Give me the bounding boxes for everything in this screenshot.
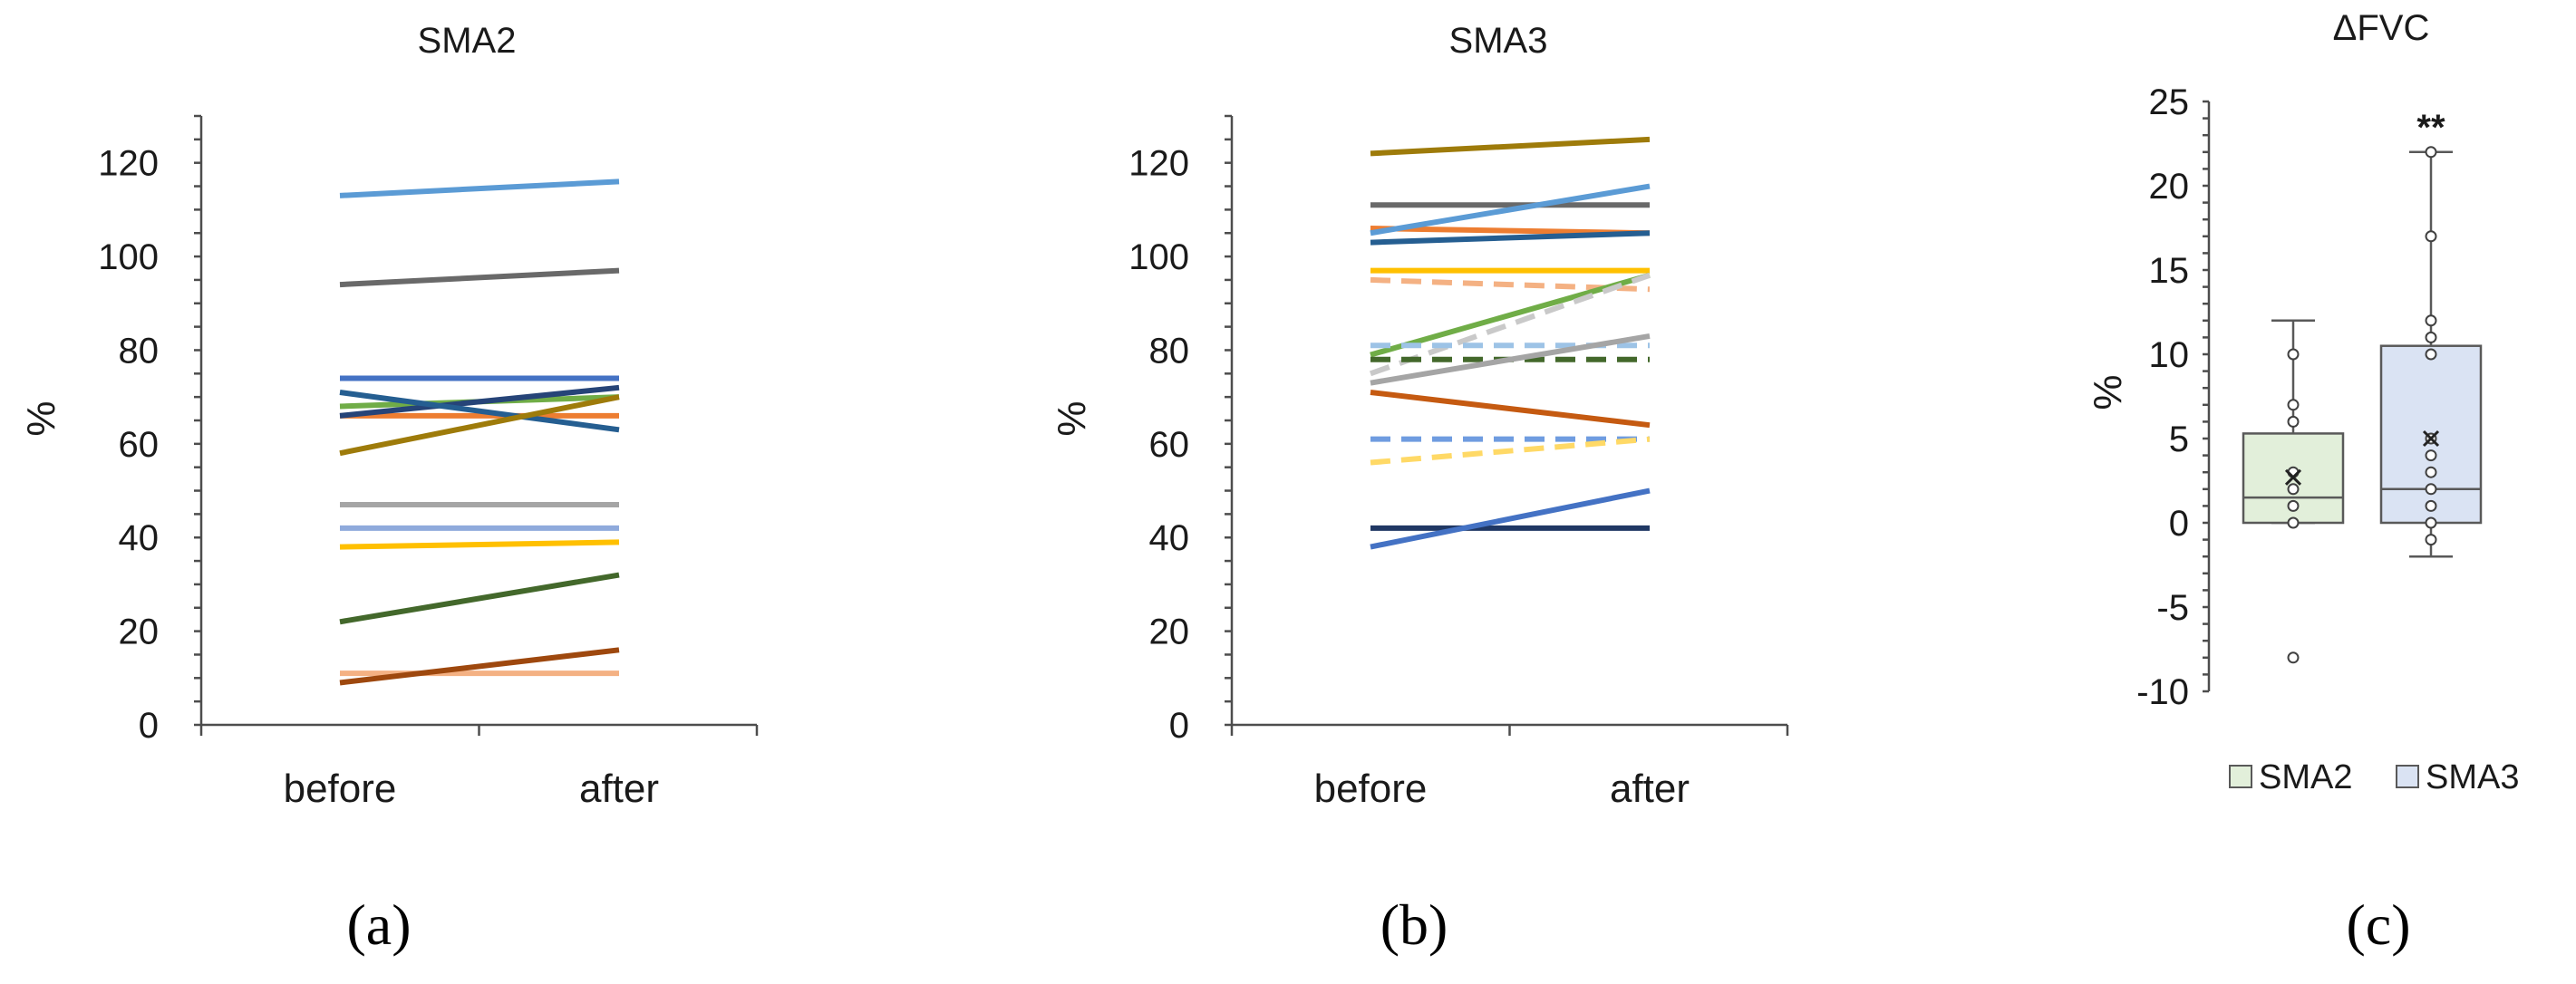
series-lines xyxy=(1370,136,1651,550)
x-category-label: before xyxy=(1314,767,1428,811)
category-labels: before after xyxy=(284,767,659,811)
series-line xyxy=(1370,487,1651,550)
y-tick-label: 20 xyxy=(1149,613,1190,652)
y-tick-label: 20 xyxy=(119,613,160,652)
mean-marker xyxy=(2284,468,2302,486)
x-category-label: after xyxy=(1610,767,1690,811)
y-tick-label: 80 xyxy=(1149,331,1190,371)
series-line xyxy=(1370,390,1651,429)
y-tick-label: 60 xyxy=(1149,425,1190,465)
data-point xyxy=(2287,399,2300,411)
series-line xyxy=(339,572,620,625)
data-point xyxy=(2425,483,2437,496)
x-category-label: after xyxy=(579,767,659,811)
data-point xyxy=(2425,466,2437,478)
legend-swatch xyxy=(2229,765,2252,788)
y-axis-label: % xyxy=(1050,400,1094,436)
box-sma3: ** xyxy=(2379,108,2483,558)
data-point xyxy=(2425,314,2437,327)
series-lines xyxy=(339,178,620,686)
category-labels: before after xyxy=(1314,767,1690,811)
data-point xyxy=(2425,516,2437,529)
y-tick-label: 0 xyxy=(2169,504,2189,544)
legend-label: SMA3 xyxy=(2426,758,2519,796)
legend: SMA2 SMA3 xyxy=(2229,758,2519,796)
chart-title: SMA2 xyxy=(418,21,517,61)
data-point xyxy=(2287,499,2300,512)
mean-marker xyxy=(2422,429,2440,448)
box-sma2 xyxy=(2242,319,2345,664)
legend-label: SMA2 xyxy=(2259,758,2352,796)
y-tick-label: -10 xyxy=(2136,672,2189,712)
series-line xyxy=(339,390,620,433)
axes xyxy=(2203,100,2211,693)
panel-c-delta-fvc-boxplot: ΔFVC % -10 -5 0 5 10 15 20 25 ** SMA2 SMA3 (c) xyxy=(2086,8,2519,957)
data-point xyxy=(2425,499,2437,512)
data-point xyxy=(2425,146,2437,159)
y-tick-label: 60 xyxy=(119,425,160,465)
data-point xyxy=(2287,415,2300,428)
y-tick-label: 20 xyxy=(2149,167,2190,207)
series-line xyxy=(1370,230,1651,246)
panel-a-sma2-chart: SMA2 % 0 20 40 60 80 100 120 before after (a) xyxy=(19,21,759,957)
y-tick-label: 80 xyxy=(119,331,160,371)
panel-label: (a) xyxy=(346,892,411,957)
y-tick-labels: -10 -5 0 5 10 15 20 25 xyxy=(2136,82,2189,712)
y-tick-label: 40 xyxy=(119,518,160,558)
x-category-label: before xyxy=(284,767,397,811)
panel-b-sma3-chart: SMA3 % 0 20 40 60 80 100 120 before after (b) xyxy=(1050,21,1789,957)
y-tick-labels: 0 20 40 60 80 100 120 xyxy=(98,144,159,746)
series-line xyxy=(339,384,620,419)
y-axis-label: % xyxy=(19,400,63,436)
data-point xyxy=(2425,348,2437,361)
y-tick-label: 15 xyxy=(2149,251,2190,291)
data-point xyxy=(2287,651,2300,664)
series-line xyxy=(339,267,620,288)
series-line xyxy=(1370,436,1651,466)
series-line xyxy=(1370,183,1651,236)
data-point xyxy=(2425,230,2437,243)
y-tick-label: 120 xyxy=(98,144,159,184)
chart-title: SMA3 xyxy=(1449,21,1548,61)
panel-label: (c) xyxy=(2346,892,2410,957)
y-tick-label: 0 xyxy=(139,706,159,746)
y-tick-label: -5 xyxy=(2156,588,2189,628)
series-line xyxy=(1370,333,1651,386)
legend-swatch xyxy=(2396,765,2419,788)
series-line xyxy=(1370,272,1651,358)
y-tick-label: 5 xyxy=(2169,420,2189,459)
y-axis-label: % xyxy=(2086,374,2130,410)
data-point xyxy=(2425,331,2437,343)
series-line xyxy=(339,539,620,550)
y-tick-label: 40 xyxy=(1149,518,1190,558)
y-tick-label: 100 xyxy=(98,237,159,277)
data-point xyxy=(2287,516,2300,529)
y-tick-label: 100 xyxy=(1128,237,1189,277)
axes xyxy=(194,114,759,736)
y-tick-label: 0 xyxy=(1169,706,1189,746)
series-line xyxy=(339,178,620,198)
series-line xyxy=(339,394,620,457)
data-point xyxy=(2425,534,2437,546)
series-line xyxy=(1370,136,1651,157)
y-tick-label: 120 xyxy=(1128,144,1189,184)
chart-title: ΔFVC xyxy=(2333,8,2430,48)
significance-annotation: ** xyxy=(2416,108,2445,148)
data-point xyxy=(2287,483,2300,496)
boxes: ** xyxy=(2242,108,2483,664)
y-tick-labels: 0 20 40 60 80 100 120 xyxy=(1128,144,1189,746)
panel-label: (b) xyxy=(1380,892,1448,957)
series-line xyxy=(339,647,620,686)
y-tick-label: 10 xyxy=(2149,335,2190,375)
data-point xyxy=(2425,449,2437,462)
data-point xyxy=(2287,348,2300,361)
y-tick-label: 25 xyxy=(2149,82,2190,122)
axes xyxy=(1225,114,1789,736)
